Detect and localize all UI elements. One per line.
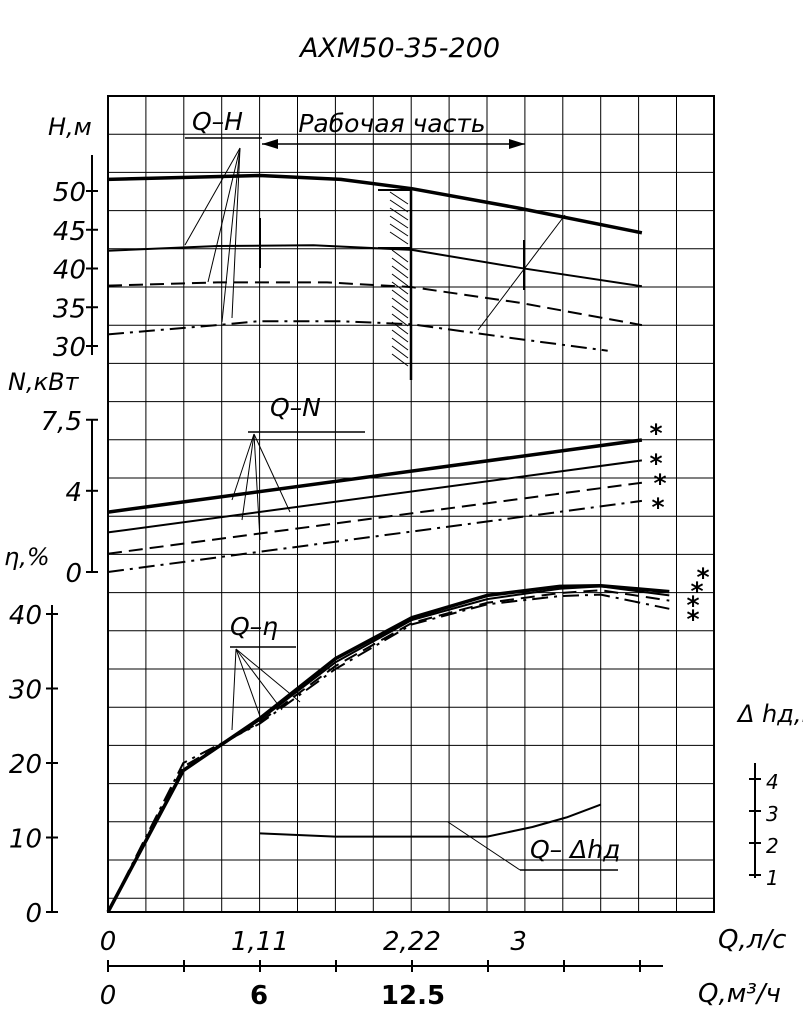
hatch-line [389, 207, 409, 221]
qeta-leader-line [235, 648, 263, 723]
hatch-line [391, 281, 409, 295]
qh-leader-line [207, 147, 241, 283]
hatch-line [391, 249, 409, 263]
qh-curve-label: Q–H [192, 107, 243, 136]
x-axis-tick-label: 2,22 [383, 927, 441, 957]
series-star-mark: * [696, 563, 709, 592]
efficiency-axis-tick-label: 20 [9, 750, 42, 780]
npsh-axis-tick-label: 2 [766, 834, 779, 858]
x2-axis-tick-label: 12.5 [381, 981, 445, 1011]
qh-leader-line [477, 214, 566, 331]
efficiency-axis-title: η,% [4, 543, 50, 571]
hatch-line [391, 289, 409, 303]
head-axis-tick-label: 35 [53, 294, 86, 324]
series-star-mark: * [651, 493, 664, 522]
hatch-line [389, 191, 409, 205]
qn-leader-line [253, 433, 261, 541]
hatch-line [391, 337, 409, 351]
qn-leader-line [231, 433, 255, 501]
head-axis-tick-label: 30 [53, 333, 86, 363]
hatch-line [389, 215, 409, 229]
power-axis-title: N,кВт [8, 368, 80, 396]
efficiency-axis-tick-label: 30 [9, 676, 42, 706]
power-axis-tick-label: 4 [65, 478, 82, 508]
x2-axis-title: Q,м³/ч [698, 979, 781, 1009]
qn-leader-line [253, 433, 291, 513]
annotations [184, 137, 618, 871]
hatch-line [391, 345, 409, 359]
npsh-axis-title: Δ hд,м [736, 700, 803, 728]
hatch-line [391, 321, 409, 335]
working-range-label: Рабочая часть [298, 109, 485, 138]
hatch-line [391, 329, 409, 343]
qeta-curve-label: Q–η [230, 612, 278, 641]
qh-leader-line [231, 147, 241, 319]
chart-title: АХМ50-35-200 [298, 33, 500, 64]
curve-Q-H-solid [107, 244, 643, 288]
qeta-leader-line [235, 648, 301, 703]
hatch-line [391, 265, 409, 279]
curve-Q-η-solid [107, 585, 670, 913]
curve-Q-N-thick [107, 438, 643, 514]
hatch-line [389, 199, 409, 213]
series-star-mark: * [649, 419, 662, 448]
working-range-arrowhead-right [509, 139, 525, 149]
x-axis-tick-label: 0 [100, 927, 117, 957]
working-range-arrowhead-left [262, 139, 278, 149]
head-axis-tick-label: 50 [53, 178, 86, 208]
hatch-line [391, 297, 409, 311]
qnpsh-leader-line [447, 821, 521, 871]
series-star-mark: * [690, 577, 703, 606]
curve-Q-H-dashdot [107, 320, 608, 352]
hatch-line [389, 231, 409, 245]
head-axis-title: Н,м [48, 113, 92, 141]
hatch-line [391, 273, 409, 287]
hatch-line [389, 223, 409, 237]
series-star-mark: * [686, 591, 699, 620]
series-star-mark: * [649, 449, 662, 478]
qnpsh-curve-label: Q– Δhд [530, 835, 620, 864]
curves [106, 173, 670, 913]
qh-leader-line [184, 147, 241, 246]
curve-Q-N-solid [107, 459, 643, 534]
hatch-line [391, 257, 409, 271]
hatch-line [391, 305, 409, 319]
curve-Q-Δhд-solid [259, 803, 602, 838]
x-axis-title: Q,л/с [718, 925, 786, 955]
npsh-axis-tick-label: 4 [766, 770, 779, 794]
curve-Q-H-thick [107, 173, 643, 235]
hatch-line [391, 313, 409, 327]
curve-Q-N-dashed [107, 481, 643, 555]
qn-curve-label: Q–N [270, 393, 321, 422]
qeta-leader-line [231, 648, 237, 731]
qn-leader-line [241, 433, 255, 521]
hatch-line [391, 353, 409, 367]
power-axis-tick-label: 7,5 [41, 407, 82, 437]
efficiency-axis-tick-label: 10 [9, 825, 42, 855]
power-axis-tick-label: 0 [65, 559, 82, 589]
curve-Q-N-dashdot [107, 499, 643, 573]
npsh-axis-tick-label: 1 [766, 866, 779, 890]
x2-axis-tick-label: 0 [100, 981, 117, 1011]
series-star-mark: * [653, 469, 666, 498]
efficiency-axis-tick-label: 0 [25, 899, 42, 929]
qeta-leader-line [235, 648, 283, 711]
x2-axis-tick-label: 6 [250, 981, 268, 1011]
npsh-axis-tick-label: 3 [766, 802, 779, 826]
plot-frame [107, 95, 715, 913]
qh-leader-line [221, 147, 241, 323]
head-axis-tick-label: 40 [53, 256, 86, 286]
curve-Q-η-dashed [107, 589, 670, 913]
curve-Q-η-dashdot [107, 593, 670, 913]
curve-Q-H-dashed [107, 281, 643, 327]
series-star-mark: * [686, 605, 699, 634]
axes [46, 155, 761, 972]
x-axis-tick-label: 3 [510, 927, 527, 957]
x-axis-tick-label: 1,11 [231, 927, 289, 957]
head-axis-tick-label: 45 [53, 217, 86, 247]
efficiency-axis-tick-label: 40 [9, 601, 42, 631]
